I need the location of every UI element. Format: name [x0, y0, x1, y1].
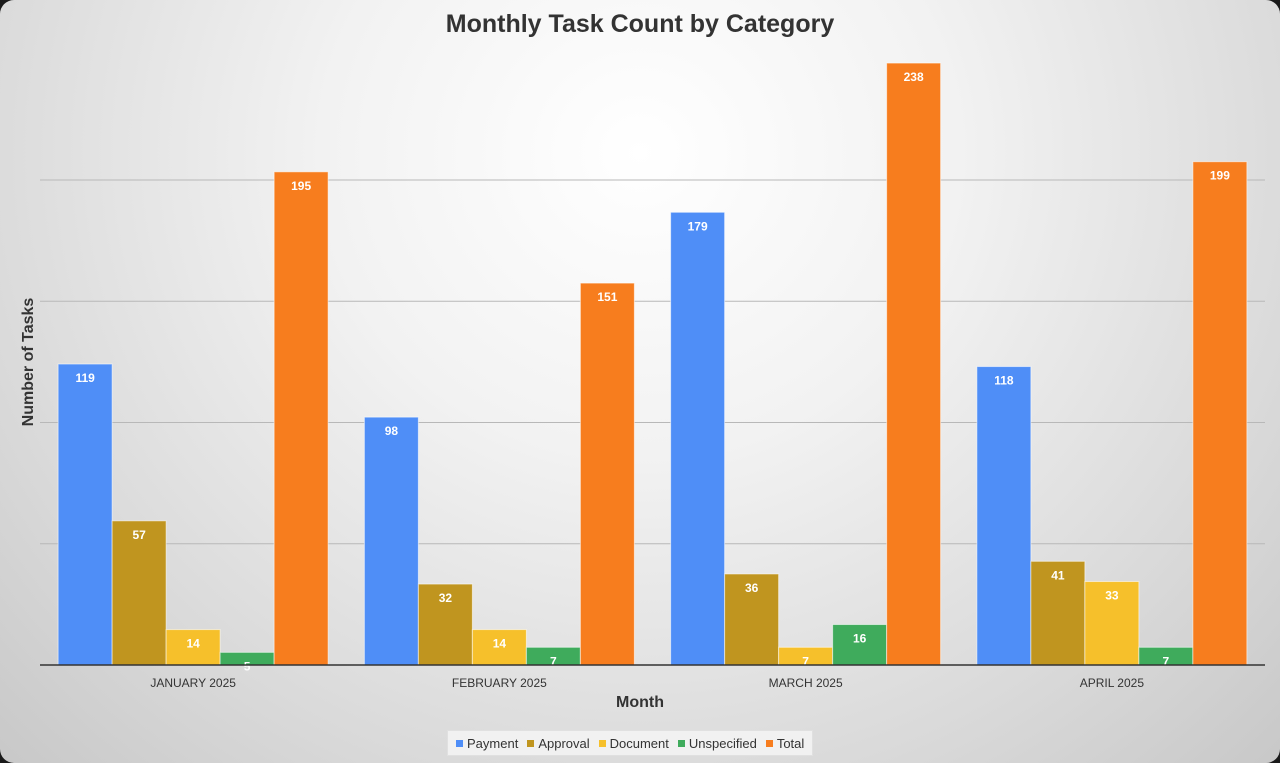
legend-label: Unspecified	[688, 735, 757, 751]
x-tick-label: JANUARY 2025	[150, 676, 236, 690]
bar-payment-3	[670, 211, 726, 666]
legend-item-unspecified: Unspecified	[677, 735, 757, 751]
legend-item-payment: Payment	[456, 736, 518, 751]
data-label: 14	[493, 637, 507, 651]
data-label: 7	[1163, 654, 1170, 668]
data-label: 41	[1051, 568, 1065, 582]
legend-item-total: Total	[765, 735, 805, 751]
data-label: 151	[597, 290, 617, 304]
bar-payment-4	[976, 366, 1032, 666]
data-label: 33	[1105, 589, 1119, 603]
data-label: 179	[688, 219, 708, 233]
legend-item-document: Document	[598, 735, 669, 751]
legend-item-approval: Approval	[527, 735, 590, 751]
x-tick-label: APRIL 2025	[1080, 676, 1145, 690]
bar-total-2	[579, 282, 635, 666]
legend-swatch	[527, 739, 535, 747]
legend-label: Total	[776, 735, 805, 751]
legend-swatch	[677, 739, 685, 747]
data-label: 195	[291, 179, 311, 193]
data-label: 238	[904, 70, 924, 84]
legend-label: Approval	[538, 735, 590, 751]
data-label: 14	[186, 637, 200, 651]
chart-title: Monthly Task Count by Category	[445, 10, 835, 38]
chart-legend: Payment Approval Document Unspecified Total	[447, 730, 814, 756]
data-label: 7	[550, 654, 557, 668]
data-label: 98	[385, 424, 399, 438]
bar-payment-2	[363, 416, 419, 666]
legend-label: Document	[609, 735, 669, 751]
x-tick-label: FEBRUARY 2025	[452, 676, 547, 690]
x-axis-label: Month	[616, 694, 664, 711]
data-label: 7	[802, 654, 809, 668]
y-axis-label: Number of Tasks	[20, 297, 37, 427]
legend-label: Payment	[467, 735, 519, 751]
bar-payment-1	[57, 363, 113, 666]
data-label: 32	[439, 591, 453, 605]
data-label: 57	[132, 528, 146, 542]
data-label: 5	[244, 659, 251, 673]
bar-total-3	[886, 62, 942, 666]
legend-swatch	[765, 739, 773, 747]
bar-total-1	[273, 171, 329, 666]
bar-total-4	[1192, 161, 1248, 666]
data-label: 119	[75, 371, 95, 385]
bar-approval-1	[111, 520, 167, 666]
legend-swatch	[456, 739, 463, 747]
bar-document-4	[1084, 581, 1140, 666]
data-label: 36	[745, 581, 759, 595]
bar-approval-4	[1030, 560, 1086, 666]
legend-swatch	[598, 739, 606, 747]
data-label: 199	[1210, 169, 1230, 183]
x-tick-label: MARCH 2025	[769, 676, 843, 690]
bar-unspecified-3	[832, 624, 888, 666]
data-label: 16	[853, 632, 867, 646]
data-label: 118	[994, 374, 1014, 388]
bar-approval-2	[417, 583, 473, 666]
